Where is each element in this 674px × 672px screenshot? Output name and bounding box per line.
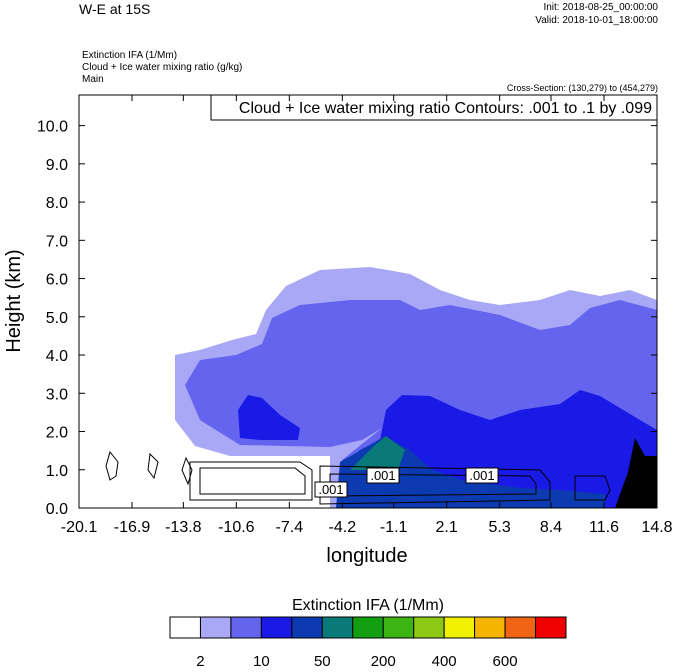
y-tick-label: 0.0: [46, 501, 68, 518]
contour-label: .001: [370, 468, 395, 483]
y-tick-label: 10.0: [37, 119, 68, 136]
colorbar-box: [504, 616, 537, 639]
contour-fill: [175, 267, 657, 508]
x-tick-label: 8.4: [540, 519, 562, 536]
cross-section: Cross-Section: (130,279) to (454,279): [507, 83, 658, 93]
colorbar-box: [199, 616, 232, 639]
colorbar-label: 2: [196, 653, 204, 667]
x-tick-label: 5.3: [489, 519, 511, 536]
valid-time: Valid: 2018-10-01_18:00:00: [535, 15, 658, 26]
colorbar-label: 400: [432, 653, 457, 667]
field-label: Cloud + Ice water mixing ratio (g/kg): [82, 62, 242, 73]
contour-info-box: [210, 94, 658, 121]
x-tick-label: 11.6: [589, 519, 619, 536]
x-tick-label: -16.9: [114, 519, 151, 536]
colorbar-title: Extinction IFA (1/Mm): [292, 597, 444, 614]
y-tick-label: 4.0: [46, 348, 68, 365]
colorbar-label: 200: [371, 653, 396, 667]
colorbar-box: [413, 616, 445, 639]
x-tick-label: -20.1: [61, 519, 98, 536]
chart-title: W-E at 15S: [79, 1, 150, 17]
field-label: Main: [82, 74, 104, 85]
colorbar-box: [230, 616, 262, 639]
y-tick-label: 8.0: [46, 195, 68, 212]
y-axis-label: Height (km): [3, 249, 25, 352]
contour-label: .001: [469, 468, 494, 483]
colorbar-box: [535, 616, 567, 639]
colorbar-box: [352, 616, 384, 639]
y-tick-label: 6.0: [46, 272, 68, 289]
colorbar-label: 600: [493, 653, 518, 667]
init-time: Init: 2018-08-25_00:00:00: [543, 2, 658, 13]
contour-label-box: [465, 467, 499, 484]
x-tick-label: -7.4: [276, 519, 304, 536]
colorbar-box: [382, 616, 415, 639]
x-tick-label: -10.6: [218, 519, 255, 536]
colorbar-box: [291, 616, 323, 639]
x-tick-label: -13.8: [165, 519, 202, 536]
y-tick-label: 3.0: [46, 386, 68, 403]
colorbar-label: 50: [314, 653, 331, 667]
x-axis-label: longitude: [326, 545, 407, 567]
contour-label-box: [366, 467, 400, 484]
y-tick-label: 9.0: [46, 157, 68, 174]
y-tick-label: 7.0: [46, 233, 68, 250]
y-tick-label: 1.0: [46, 463, 68, 480]
x-tick-label: -1.1: [380, 519, 408, 536]
x-tick-label: 2.1: [436, 519, 458, 536]
contour-info: Cloud + Ice water mixing ratio Contours:…: [239, 100, 652, 117]
x-tick-label: -4.2: [329, 519, 357, 536]
colorbar-box: [474, 616, 506, 639]
field-label: Extinction IFA (1/Mm): [82, 50, 177, 61]
y-tick-label: 2.0: [46, 425, 68, 442]
contour-label: .001: [318, 482, 343, 497]
y-tick-label: 5.0: [46, 310, 68, 327]
colorbar-box: [260, 616, 293, 639]
contour-label-box: [314, 481, 348, 498]
colorbar-box: [321, 616, 354, 639]
x-tick-label: 14.8: [641, 519, 672, 536]
colorbar-box: [169, 616, 201, 639]
colorbar-box: [443, 616, 476, 639]
colorbar-label: 10: [253, 653, 270, 667]
